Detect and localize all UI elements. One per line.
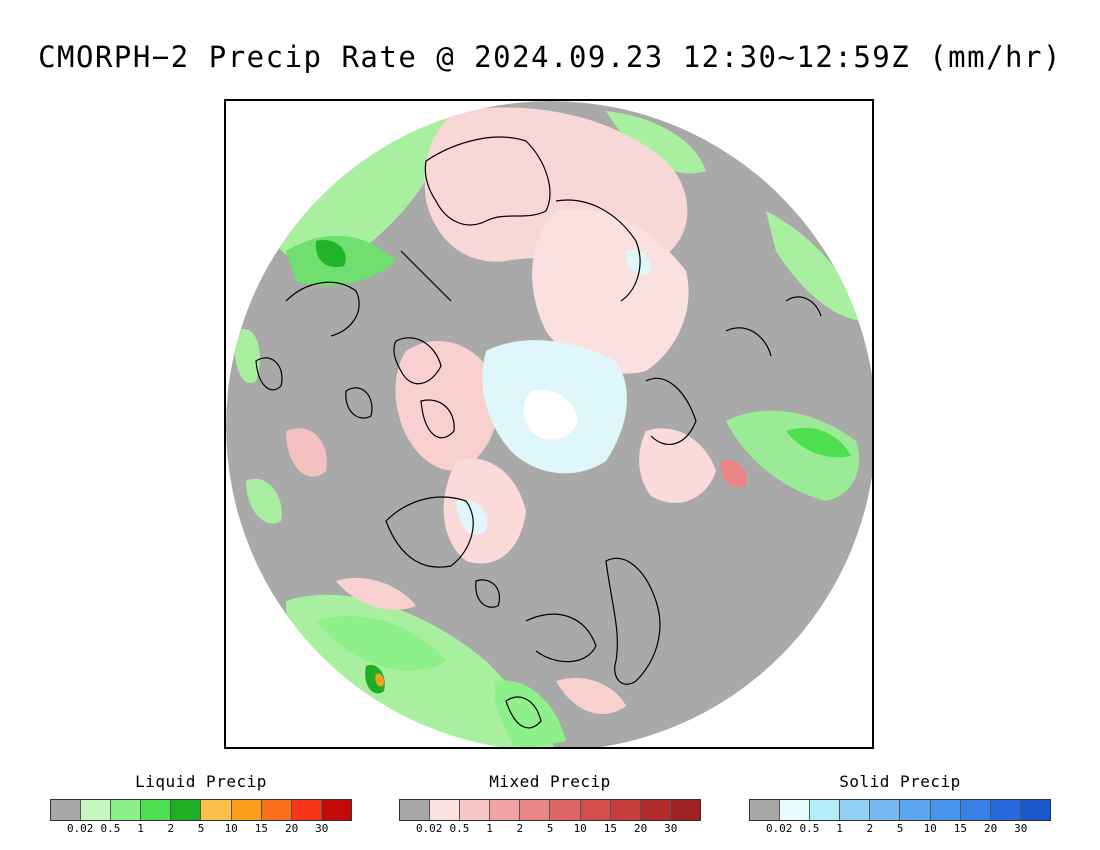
legend-ticks: 0.02 0.5 1 2 5 10 15 20 30 <box>399 821 701 835</box>
legend-swatch <box>960 800 991 820</box>
legend-swatch <box>400 800 431 820</box>
legend-colorbar <box>50 799 352 821</box>
legend-tick-label: 0.5 <box>799 822 820 835</box>
solid-precip-regions <box>456 249 651 535</box>
legend-swatch <box>550 800 581 820</box>
legend-swatch <box>610 800 641 820</box>
legend-swatch <box>780 800 811 820</box>
polar-map <box>224 99 874 749</box>
legend-swatch <box>490 800 521 820</box>
legend-title: Mixed Precip <box>489 772 611 791</box>
legend-swatch <box>81 800 112 820</box>
legend-tick-label: 2 <box>516 822 524 835</box>
legend-swatch <box>201 800 232 820</box>
legend-tick-label: 2 <box>866 822 874 835</box>
legend-tick-label: 0.02 <box>415 822 443 835</box>
legend-tick-label: 1 <box>836 822 843 835</box>
legend-swatch <box>580 800 611 820</box>
legend-tick-label: 5 <box>896 822 904 835</box>
legend-tick-label: 15 <box>953 822 968 835</box>
legend-swatch <box>930 800 961 820</box>
mixed-precip-regions <box>286 107 747 714</box>
legend-swatch <box>51 800 82 820</box>
legend-tick-label: 0.5 <box>100 822 121 835</box>
precip-map-svg <box>226 101 872 747</box>
legend-colorbar <box>399 799 701 821</box>
legend-tick-label: 30 <box>1014 822 1028 835</box>
legend-tick-label: 20 <box>983 822 998 835</box>
legend-swatch <box>870 800 901 820</box>
legend-solid: Solid Precip 0.02 0.5 1 2 5 10 15 20 30 <box>749 772 1051 835</box>
legend-swatch <box>670 800 700 820</box>
legend-tick-label: 30 <box>315 822 329 835</box>
legend-title: Liquid Precip <box>135 772 267 791</box>
legend-tick-label: 15 <box>254 822 269 835</box>
legend-tick-label: 20 <box>633 822 648 835</box>
legend-swatch <box>840 800 871 820</box>
legend-swatch <box>900 800 931 820</box>
legend-swatch <box>750 800 781 820</box>
legend-swatch <box>171 800 202 820</box>
legend-tick-label: 10 <box>224 822 238 835</box>
legend-tick-label: 0.5 <box>449 822 470 835</box>
legend-mixed: Mixed Precip 0.02 0.5 1 2 5 10 15 20 30 <box>399 772 701 835</box>
legend-tick-label: 1 <box>486 822 493 835</box>
coastlines <box>255 136 822 729</box>
legend-swatch <box>111 800 142 820</box>
legend-swatch <box>640 800 671 820</box>
legend-tick-label: 5 <box>546 822 554 835</box>
legend-tick-label: 15 <box>603 822 618 835</box>
legend-title: Solid Precip <box>839 772 961 791</box>
chart-title: CMORPH−2 Precip Rate @ 2024.09.23 12:30~… <box>38 40 1062 74</box>
legend-ticks: 0.02 0.5 1 2 5 10 15 20 30 <box>50 821 352 835</box>
legend-swatch <box>520 800 551 820</box>
legend-swatch <box>990 800 1021 820</box>
legend-swatch <box>321 800 351 820</box>
legend-swatch <box>141 800 172 820</box>
legend-swatch <box>261 800 292 820</box>
legend-tick-label: 2 <box>167 822 175 835</box>
legend-tick-label: 30 <box>664 822 678 835</box>
legend-tick-label: 5 <box>197 822 205 835</box>
legend-swatch <box>810 800 841 820</box>
legend-liquid: Liquid Precip 0.02 0.5 1 2 5 10 15 20 30 <box>50 772 352 835</box>
legend-tick-label: 20 <box>284 822 299 835</box>
legend-tick-label: 10 <box>573 822 587 835</box>
legend-tick-label: 1 <box>137 822 144 835</box>
legend-tick-label: 0.02 <box>66 822 94 835</box>
legend-ticks: 0.02 0.5 1 2 5 10 15 20 30 <box>749 821 1051 835</box>
legend-tick-label: 10 <box>923 822 937 835</box>
legend-swatch <box>1020 800 1050 820</box>
legend-swatch <box>291 800 322 820</box>
legend-swatch <box>430 800 461 820</box>
legend-swatch <box>460 800 491 820</box>
legend-tick-label: 0.02 <box>765 822 793 835</box>
legend-colorbar <box>749 799 1051 821</box>
legend-swatch <box>231 800 262 820</box>
